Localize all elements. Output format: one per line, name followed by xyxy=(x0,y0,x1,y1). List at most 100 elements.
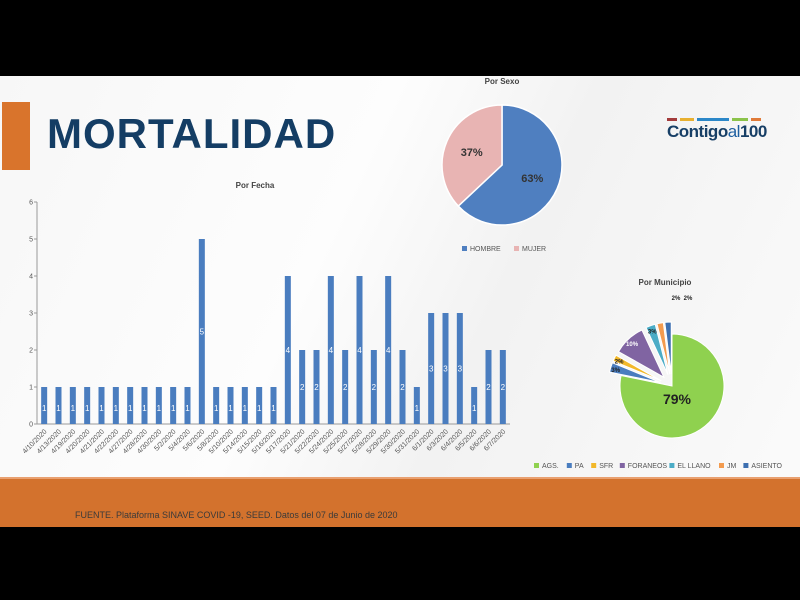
logo-text-al: al xyxy=(727,122,741,141)
y-tick-label: 4 xyxy=(29,274,33,281)
bar xyxy=(299,350,306,424)
bar xyxy=(471,387,478,424)
bar-data-label: 1 xyxy=(142,404,147,413)
bar xyxy=(184,387,191,424)
legend-label: PA xyxy=(575,463,584,470)
bar-data-label: 1 xyxy=(271,404,276,413)
bar xyxy=(485,350,492,424)
legend-swatch xyxy=(534,463,539,468)
bar-data-label: 1 xyxy=(415,404,420,413)
bar-data-label: 1 xyxy=(56,404,61,413)
bar xyxy=(370,350,377,424)
bar-data-label: 2 xyxy=(314,383,319,392)
bar-data-label: 3 xyxy=(443,365,448,374)
pie-data-label: 37% xyxy=(461,147,483,159)
pie-slice-ags- xyxy=(619,333,725,439)
bar xyxy=(413,387,420,424)
bar-data-label: 1 xyxy=(214,404,219,413)
y-tick-label: 5 xyxy=(29,237,33,244)
legend-swatch xyxy=(462,246,467,251)
bar xyxy=(155,387,162,424)
bar xyxy=(385,276,392,424)
pie-slice-asiento xyxy=(664,321,672,375)
footer-band xyxy=(0,477,800,527)
bar xyxy=(170,387,177,424)
pie-slice-pa xyxy=(608,362,661,383)
bar-data-label: 2 xyxy=(501,383,506,392)
contigo-al-100-logo: Contigoal100 xyxy=(667,118,767,146)
bar-data-label: 1 xyxy=(42,404,47,413)
bar xyxy=(428,313,435,424)
sexo-chart-title: Por Sexo xyxy=(485,77,520,86)
logo-color-bars xyxy=(667,118,767,121)
bar xyxy=(55,387,62,424)
bar-data-label: 1 xyxy=(171,404,176,413)
y-tick-label: 1 xyxy=(29,385,33,392)
pie-slice-jm xyxy=(656,322,671,375)
pie-data-label: 79% xyxy=(663,391,692,407)
bar-data-label: 1 xyxy=(85,404,90,413)
bar xyxy=(127,387,134,424)
bar-data-label: 3 xyxy=(458,365,463,374)
bar xyxy=(456,313,463,424)
bar-data-label: 4 xyxy=(286,346,291,355)
pie-slice-sfr xyxy=(612,354,662,382)
legend-label: FORANEOS xyxy=(628,463,668,470)
legend-label: HOMBRE xyxy=(470,246,501,253)
pie-data-label: 2% xyxy=(672,296,681,302)
bar-data-label: 1 xyxy=(157,404,162,413)
legend-swatch xyxy=(669,463,675,468)
bar xyxy=(327,276,334,424)
legend-label: JM xyxy=(727,463,737,470)
bar xyxy=(213,387,220,424)
bar xyxy=(198,239,205,424)
bar-data-label: 1 xyxy=(99,404,104,413)
y-tick-label: 6 xyxy=(29,200,33,207)
legend-swatch xyxy=(591,463,597,468)
bar-data-label: 4 xyxy=(357,346,362,355)
legend-swatch xyxy=(566,463,572,468)
bar xyxy=(284,276,291,424)
bar-data-label: 2 xyxy=(486,383,491,392)
bar-data-label: 1 xyxy=(243,404,248,413)
pie-data-label: 2% xyxy=(684,296,693,302)
bar xyxy=(98,387,105,424)
bar-data-label: 5 xyxy=(200,328,205,337)
pie-slice-foraneos xyxy=(617,329,665,379)
legend-swatch xyxy=(514,246,519,251)
bar xyxy=(141,387,148,424)
bar-data-label: 1 xyxy=(185,404,190,413)
legend-swatch xyxy=(719,463,724,468)
bar xyxy=(84,387,91,424)
bar xyxy=(499,350,506,424)
municipio-chart-title: Por Municipio xyxy=(639,278,692,287)
source-note: FUENTE. Plataforma SINAVE COVID -19, SEE… xyxy=(75,510,398,520)
legend-label: MUJER xyxy=(522,246,546,253)
legend-label: EL LLANO xyxy=(677,463,711,470)
pie-slice-mujer xyxy=(441,104,503,208)
bar-data-label: 2 xyxy=(400,383,405,392)
legend-swatch xyxy=(743,463,749,468)
logo-text: Contigo xyxy=(667,122,728,141)
legend-swatch xyxy=(619,463,625,468)
bar xyxy=(356,276,363,424)
bar xyxy=(241,387,248,424)
bar-data-label: 2 xyxy=(372,383,377,392)
bar-data-label: 3 xyxy=(429,365,434,374)
slide-background xyxy=(0,76,800,525)
legend-label: ASIENTO xyxy=(751,463,782,470)
bar xyxy=(69,387,76,424)
bar-data-label: 1 xyxy=(128,404,133,413)
legend-label: SFR xyxy=(599,463,613,470)
title-accent-bar xyxy=(2,102,30,170)
bar-chart-title: Por Fecha xyxy=(236,181,275,190)
bar-data-label: 1 xyxy=(71,404,76,413)
bar xyxy=(256,387,263,424)
bar-data-label: 2 xyxy=(300,383,305,392)
bar xyxy=(112,387,119,424)
bar xyxy=(342,350,349,424)
pie-data-label: 3% xyxy=(648,330,657,336)
bar xyxy=(227,387,234,424)
y-tick-label: 0 xyxy=(29,422,33,429)
